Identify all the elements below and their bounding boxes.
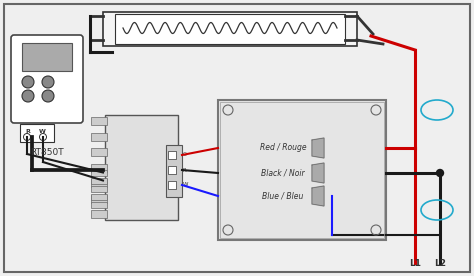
- Text: L1: L1: [409, 259, 421, 268]
- Bar: [91, 195, 107, 203]
- Text: R: R: [183, 168, 187, 172]
- Polygon shape: [312, 186, 324, 206]
- Text: Blue / Bleu: Blue / Bleu: [262, 192, 304, 200]
- Bar: [91, 177, 107, 184]
- Polygon shape: [312, 163, 324, 183]
- Bar: [220, 102, 384, 238]
- FancyBboxPatch shape: [11, 35, 83, 123]
- Text: C: C: [183, 153, 187, 158]
- Bar: [218, 100, 386, 240]
- Bar: [168, 166, 176, 174]
- Text: W: W: [39, 129, 46, 134]
- Text: L2: L2: [434, 259, 446, 268]
- Circle shape: [22, 76, 34, 88]
- Text: RT850T: RT850T: [30, 148, 64, 157]
- Bar: [91, 179, 107, 187]
- Bar: [91, 201, 107, 208]
- Bar: [91, 169, 107, 176]
- Text: W: W: [183, 182, 189, 187]
- Bar: [20, 124, 54, 142]
- Polygon shape: [312, 138, 324, 158]
- Bar: [103, 12, 357, 46]
- Bar: [115, 14, 345, 44]
- Bar: [91, 210, 107, 218]
- Circle shape: [437, 169, 444, 176]
- Bar: [91, 185, 107, 192]
- Bar: [105, 115, 178, 220]
- Bar: [91, 117, 107, 125]
- Text: Black / Noir: Black / Noir: [261, 169, 305, 177]
- Bar: [91, 148, 107, 156]
- Bar: [22, 43, 72, 71]
- Bar: [166, 145, 182, 197]
- Text: Red / Rouge: Red / Rouge: [260, 144, 306, 153]
- Bar: [91, 132, 107, 140]
- Bar: [91, 193, 107, 200]
- Bar: [168, 181, 176, 189]
- Circle shape: [42, 90, 54, 102]
- Circle shape: [42, 76, 54, 88]
- Text: R: R: [25, 129, 30, 134]
- Circle shape: [22, 90, 34, 102]
- Bar: [91, 163, 107, 171]
- Bar: [168, 151, 176, 159]
